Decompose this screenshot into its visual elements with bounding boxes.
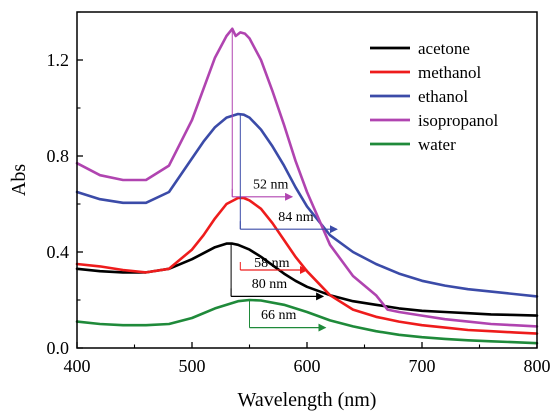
legend-label-acetone: acetone [418,39,470,58]
series-line-ethanol [75,112,539,298]
series-line-isopropanol [75,27,539,328]
y-tick-label: 0.4 [47,242,70,262]
annotation-label: 52 nm [253,177,289,192]
annotation-label: 66 nm [261,308,297,323]
series-layer [75,27,539,345]
legend-label-methanol: methanol [418,63,482,82]
annotation-label: 58 nm [254,256,290,271]
ticks-layer: 400 500 600 700 800 0.0 0.4 0.8 1.2 [47,11,551,376]
y-axis-title: Abs [8,164,30,196]
annotation-label: 84 nm [278,210,314,225]
x-axis-title: Wavelength (nm) [238,389,377,411]
legend-label-isopropanol: isopropanol [418,111,499,130]
series-line-water [75,298,539,345]
x-tick-label: 400 [64,356,91,376]
legend-label-ethanol: ethanol [418,87,468,106]
x-tick-label: 600 [294,356,321,376]
annotation-label: 80 nm [252,277,287,292]
annotation-layer: 52 nm 84 nm 58 nm 80 nm 66 nm [230,28,338,332]
legend: acetone methanol ethanol isopropanol water [370,39,499,154]
x-tick-label: 800 [524,356,551,376]
y-tick-label: 0.0 [47,338,70,358]
series-line-methanol [75,196,539,335]
x-tick-label: 500 [179,356,206,376]
y-tick-label: 0.8 [47,146,70,166]
legend-label-water: water [418,135,456,154]
y-tick-label: 1.2 [47,50,70,70]
series-line-acetone [75,242,539,317]
x-tick-label: 700 [409,356,436,376]
